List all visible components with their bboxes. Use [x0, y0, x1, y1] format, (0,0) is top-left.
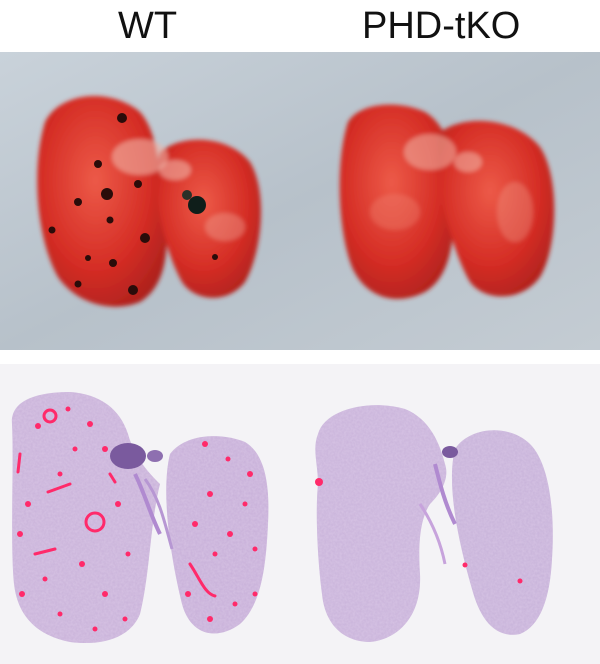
wt-lung	[37, 95, 261, 307]
label-wt: WT	[118, 5, 178, 47]
label-phd-tko: PHD-tKO	[362, 5, 521, 47]
phd-tko-metastasis-spots	[315, 478, 523, 584]
phd-tko-histology-section	[315, 405, 553, 642]
wt-metastatic-nodules	[48, 113, 218, 295]
wt-lymph-node	[110, 443, 146, 469]
phd-tko-lymph-node	[442, 446, 458, 458]
phd-tko-lung	[339, 104, 555, 299]
wt-metastasis-spots	[17, 406, 258, 632]
wt-metastases	[16, 408, 217, 598]
gross-lung-photo-panel	[0, 52, 600, 350]
histology-section-panel	[0, 364, 600, 664]
